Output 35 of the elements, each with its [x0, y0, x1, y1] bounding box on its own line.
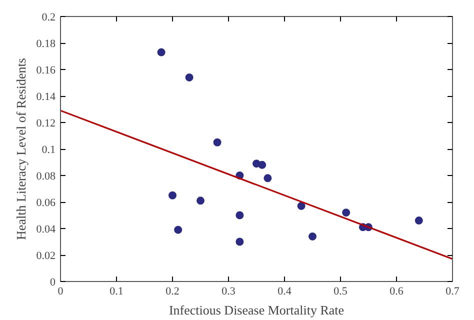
point — [414, 216, 423, 225]
y-tick-label: 0.08 — [36, 170, 56, 182]
y-tick-label: 0.04 — [36, 224, 56, 236]
y-tick-label: 0.12 — [36, 118, 56, 130]
x-tick-label: 0.1 — [110, 286, 124, 298]
y-tick-label: 0.16 — [36, 64, 56, 76]
point — [236, 211, 244, 220]
x-tick-label: 0.6 — [390, 286, 404, 298]
point — [196, 196, 204, 205]
y-tick-label: 0 — [50, 276, 56, 288]
point — [297, 202, 306, 210]
y-tick-label: 0.2 — [42, 12, 56, 24]
point — [308, 232, 316, 240]
point — [185, 73, 194, 82]
y-axis-title: Health Literacy Level of Residents — [13, 58, 28, 240]
point — [168, 191, 176, 200]
x-tick-label: 0.7 — [446, 286, 460, 298]
point — [174, 226, 182, 234]
x-tick-label: 0.2 — [166, 286, 180, 298]
x-tick-label: 0.3 — [222, 286, 236, 298]
point — [157, 48, 166, 56]
y-tick-label: 0.02 — [36, 250, 56, 262]
point — [236, 238, 244, 246]
point — [342, 208, 350, 217]
x-tick-label: 0 — [58, 286, 64, 298]
x-tick-label: 0.5 — [334, 286, 348, 298]
y-tick-label: 0.06 — [36, 197, 56, 209]
y-tick-label: 0.18 — [36, 38, 56, 50]
x-tick-label: 0.4 — [278, 286, 292, 298]
point — [264, 174, 272, 182]
x-axis-title: Infectious Disease Mortality Rate — [168, 302, 344, 318]
y-tick-label: 0.14 — [36, 91, 56, 103]
point — [258, 160, 266, 169]
point — [213, 138, 222, 146]
y-tick-label: 0.1 — [42, 144, 56, 156]
